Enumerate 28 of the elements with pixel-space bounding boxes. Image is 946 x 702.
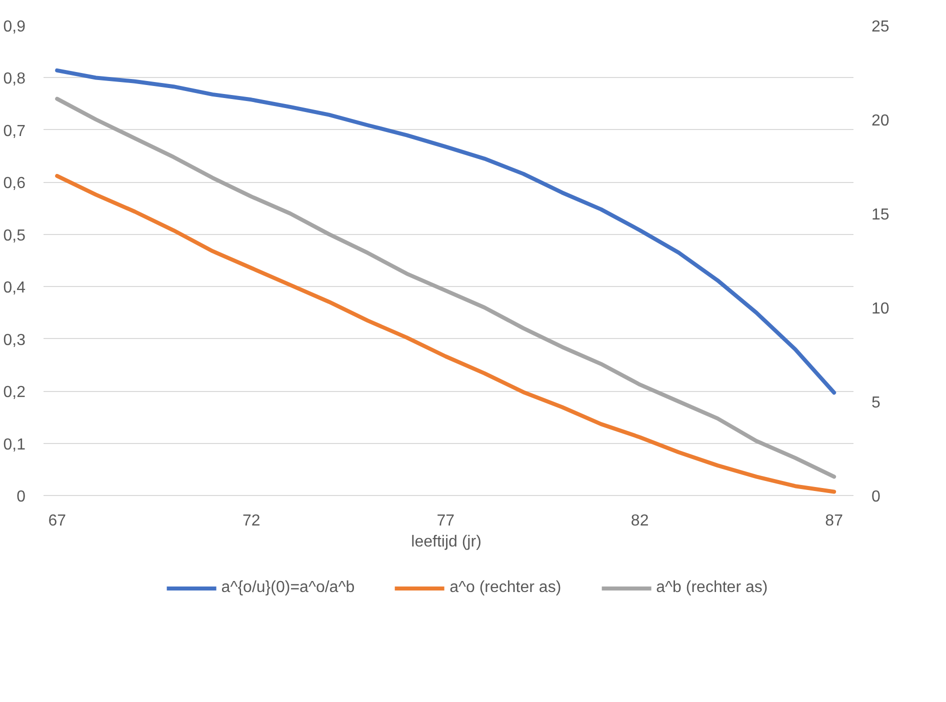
y2-tick-label: 5 xyxy=(872,394,880,412)
y2-tick-label: 15 xyxy=(872,206,890,224)
y-tick-label: 0,1 xyxy=(3,436,26,454)
line-series xyxy=(55,174,836,494)
y2-tick-label: 10 xyxy=(872,300,890,318)
legend-label: a^o (rechter as) xyxy=(450,579,562,597)
y2-tick-label: 25 xyxy=(872,18,890,36)
x-tick-label: 87 xyxy=(825,512,844,530)
x-tick-label: 67 xyxy=(48,512,66,530)
y-tick-label: 0 xyxy=(16,488,26,506)
y-tick-label: 0,2 xyxy=(3,384,26,402)
y-tick-label: 0,3 xyxy=(3,332,26,349)
y2-tick-label: 0 xyxy=(872,488,880,506)
line-series xyxy=(55,96,836,479)
x-tick-label: 72 xyxy=(242,512,260,530)
line-series xyxy=(55,68,836,395)
y-tick-label: 0,8 xyxy=(3,70,26,88)
y-tick-label: 0,4 xyxy=(3,280,26,297)
x-tick-label: 82 xyxy=(630,512,649,530)
x-axis-title: leeftijd (jr) xyxy=(411,534,482,550)
x-tick-label: 77 xyxy=(436,512,455,530)
y2-tick-label: 20 xyxy=(872,112,890,130)
y-tick-label: 0,5 xyxy=(3,227,26,244)
y-tick-label: 0,7 xyxy=(3,122,26,140)
y-tick-label: 0,6 xyxy=(3,175,26,192)
legend-label: a^{o/u}(0)=a^o/a^b xyxy=(221,579,355,597)
legend-label: a^b (rechter as) xyxy=(656,579,768,597)
y-tick-label: 0,9 xyxy=(3,18,26,36)
